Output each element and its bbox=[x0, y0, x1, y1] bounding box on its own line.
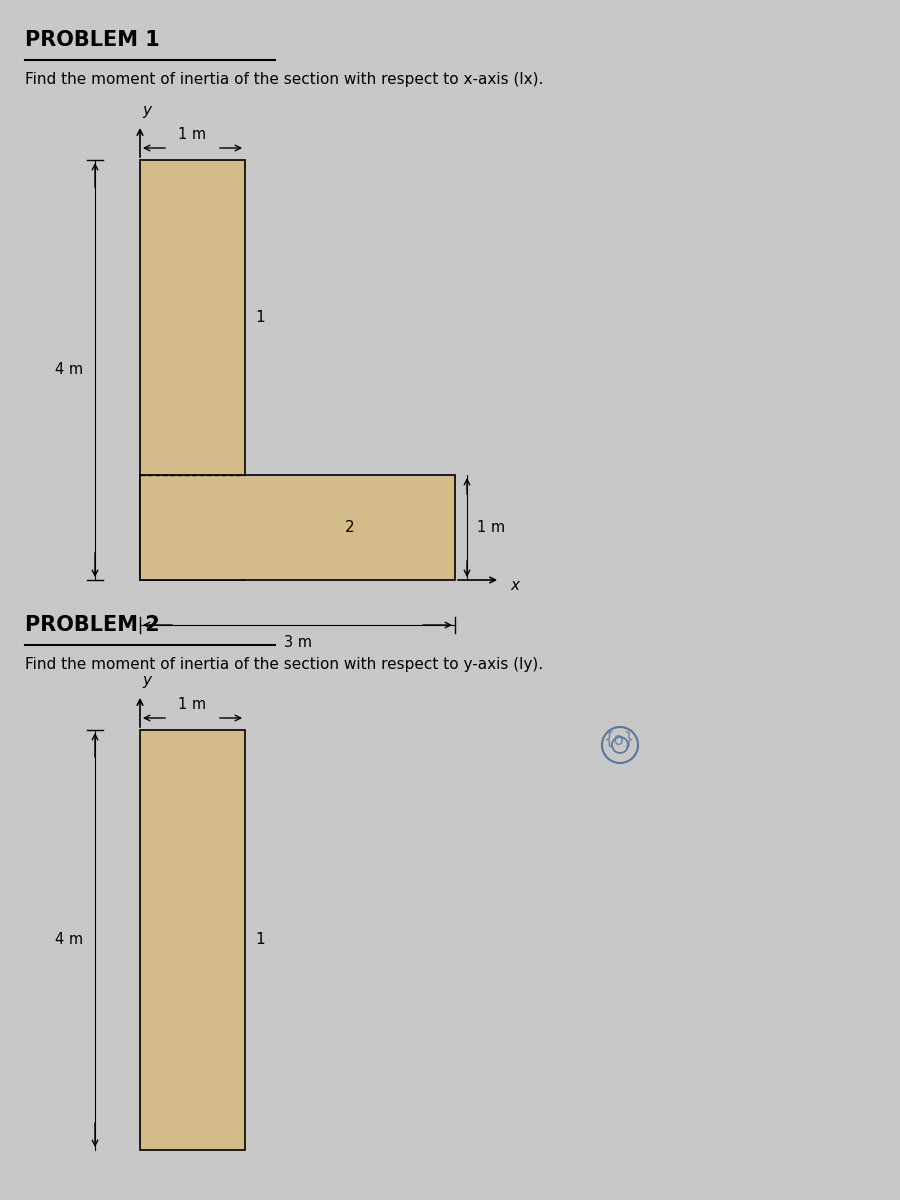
Text: 4 m: 4 m bbox=[55, 932, 83, 948]
Text: y: y bbox=[142, 103, 151, 118]
Text: {o}: {o} bbox=[604, 731, 635, 749]
Text: x: x bbox=[510, 577, 519, 593]
Text: y: y bbox=[142, 673, 151, 688]
Text: 4 m: 4 m bbox=[55, 362, 83, 378]
Text: 1: 1 bbox=[255, 310, 265, 325]
Polygon shape bbox=[140, 160, 245, 580]
Polygon shape bbox=[140, 475, 455, 580]
Text: PROBLEM 2: PROBLEM 2 bbox=[25, 614, 160, 635]
Text: PROBLEM 1: PROBLEM 1 bbox=[25, 30, 160, 50]
Text: 2: 2 bbox=[346, 520, 355, 535]
Text: 3 m: 3 m bbox=[284, 635, 311, 650]
Polygon shape bbox=[140, 730, 245, 1150]
Text: Find the moment of inertia of the section with respect to y-axis (ly).: Find the moment of inertia of the sectio… bbox=[25, 658, 543, 672]
Text: 1: 1 bbox=[255, 932, 265, 948]
Text: 1 m: 1 m bbox=[477, 520, 505, 535]
Text: Find the moment of inertia of the section with respect to x-axis (lx).: Find the moment of inertia of the sectio… bbox=[25, 72, 544, 86]
Text: 1 m: 1 m bbox=[178, 697, 207, 712]
Text: 1 m: 1 m bbox=[178, 127, 207, 142]
